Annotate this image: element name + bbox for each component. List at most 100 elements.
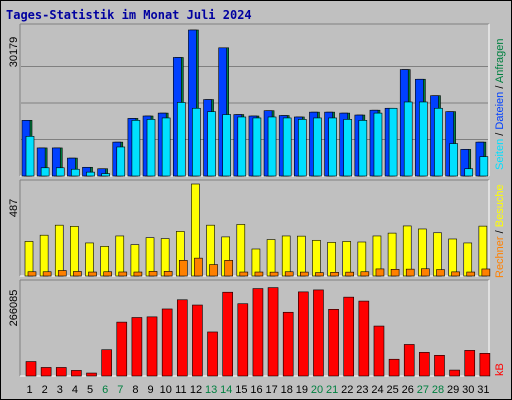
bar-seiten-day-11 (176, 102, 186, 177)
bar-rechner-day-21 (330, 272, 339, 277)
bar-besuche-day-4 (70, 226, 79, 277)
day-label-23: 23 (356, 384, 368, 396)
bar-seiten-day-6 (101, 173, 110, 177)
bar-besuche-day-19 (297, 235, 306, 277)
bar-seiten-day-14 (222, 114, 231, 177)
bar-seiten-day-2 (40, 167, 50, 177)
bar-rechner-day-25 (390, 269, 400, 277)
bar-kb-day-11 (176, 299, 188, 377)
bar-kb-day-2 (40, 367, 52, 377)
day-label-4: 4 (72, 384, 78, 396)
day-label-10: 10 (160, 384, 172, 396)
legend-anfragen: Anfragen (494, 38, 506, 83)
bar-seiten-day-12 (192, 107, 201, 177)
day-label-1: 1 (27, 384, 33, 396)
bar-kb-day-22 (343, 296, 355, 377)
bar-besuche-day-7 (115, 235, 125, 277)
day-label-6: 6 (102, 384, 108, 396)
bar-besuche-day-31 (478, 225, 488, 277)
bar-kb-day-20 (313, 289, 324, 377)
bar-kb-day-25 (388, 358, 400, 377)
bar-kb-day-16 (252, 288, 264, 377)
bar-kb-day-29 (449, 369, 460, 377)
bar-besuche-day-1 (24, 241, 34, 277)
bar-besuche-day-2 (39, 234, 49, 277)
day-label-12: 12 (190, 384, 202, 396)
bar-besuche-day-15 (236, 224, 246, 277)
day-label-28: 28 (432, 384, 444, 396)
day-label-7: 7 (117, 384, 123, 396)
legend-dateien: Dateien (494, 92, 506, 130)
bar-besuche-day-26 (402, 225, 412, 277)
bar-rechner-day-8 (133, 271, 143, 277)
bar-besuche-day-30 (463, 242, 473, 277)
legend-middle: Rechner / Besuche (494, 184, 506, 278)
bar-seiten-day-23 (358, 120, 368, 177)
bar-seiten-day-29 (449, 143, 458, 177)
bar-seiten-day-20 (313, 117, 322, 177)
bar-kb-day-12 (192, 304, 203, 377)
bar-kb-day-6 (101, 349, 112, 377)
day-label-8: 8 (132, 384, 138, 396)
bar-besuche-day-9 (145, 237, 155, 277)
day-label-29: 29 (447, 384, 459, 396)
bar-rechner-day-9 (148, 271, 158, 277)
day-label-25: 25 (387, 384, 399, 396)
bar-seiten-day-9 (146, 119, 156, 177)
bar-rechner-day-24 (375, 268, 385, 277)
bar-besuche-day-10 (160, 238, 170, 277)
bar-seiten-day-4 (71, 168, 80, 177)
bar-seiten-day-27 (419, 101, 428, 177)
bar-rechner-day-23 (360, 271, 370, 277)
day-label-9: 9 (148, 384, 154, 396)
bar-besuche-day-18 (281, 235, 291, 277)
bar-rechner-day-18 (284, 271, 294, 277)
bar-seiten-day-1 (25, 136, 35, 177)
bar-rechner-day-1 (27, 271, 37, 277)
day-label-22: 22 (341, 384, 353, 396)
bar-seiten-day-15 (237, 116, 247, 177)
bar-seiten-day-28 (434, 107, 443, 177)
bar-kb-day-7 (116, 321, 128, 377)
legend-separator: / (494, 130, 506, 139)
bar-rechner-day-17 (269, 271, 279, 277)
bar-rechner-day-13 (209, 264, 218, 277)
bar-kb-day-14 (222, 291, 233, 377)
bar-rechner-day-7 (118, 271, 128, 277)
bar-rechner-day-19 (300, 271, 309, 277)
bar-kb-day-5 (86, 372, 97, 377)
bar-rechner-day-26 (405, 268, 415, 277)
legend-rechner: Rechner (494, 236, 506, 278)
bar-kb-day-3 (55, 367, 67, 377)
bar-rechner-day-4 (73, 271, 82, 277)
bar-kb-day-31 (479, 353, 491, 377)
bar-rechner-day-2 (42, 271, 52, 277)
day-label-21: 21 (326, 384, 338, 396)
bar-kb-day-21 (328, 308, 339, 377)
bar-seiten-day-3 (55, 167, 65, 177)
bar-kb-day-1 (25, 361, 37, 377)
legend-top: Seiten / Dateien / Anfragen (494, 38, 506, 170)
bar-seiten-day-25 (388, 107, 398, 177)
day-label-30: 30 (462, 384, 474, 396)
bar-rechner-day-29 (451, 271, 460, 277)
bar-rechner-day-14 (224, 260, 233, 277)
day-label-26: 26 (402, 384, 414, 396)
bar-kb-day-24 (373, 325, 385, 377)
day-label-13: 13 (205, 384, 217, 396)
bar-seiten-day-19 (298, 119, 307, 177)
bar-seiten-day-22 (343, 119, 353, 177)
bar-rechner-day-10 (163, 271, 173, 277)
day-label-2: 2 (42, 384, 48, 396)
bar-rechner-day-6 (103, 271, 112, 277)
bar-seiten-day-7 (116, 146, 126, 177)
legend-kb: kB (494, 363, 506, 376)
legend-separator: / (494, 83, 506, 92)
bar-kb-day-17 (267, 287, 279, 377)
panel-3-max-label: 266085 (8, 290, 20, 327)
bar-seiten-day-30 (464, 168, 474, 177)
panel-1-max-label: 30179 (8, 37, 20, 68)
bar-rechner-day-16 (254, 271, 264, 277)
bar-rechner-day-15 (239, 271, 249, 277)
